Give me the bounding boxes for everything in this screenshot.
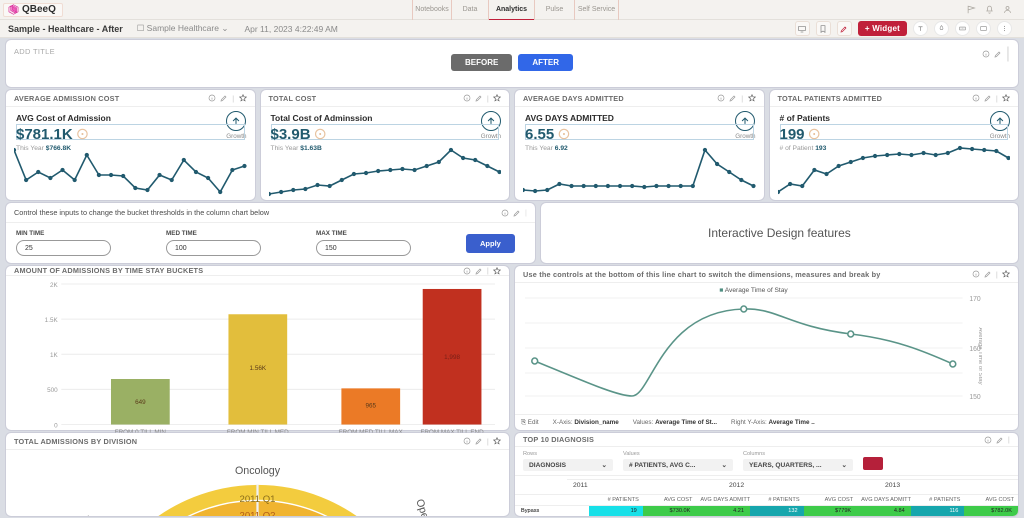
svg-text:2011 Q2: 2011 Q2 bbox=[240, 510, 276, 516]
svg-text:Average Time of Stay: Average Time of Stay bbox=[977, 327, 982, 384]
svg-text:1.5K: 1.5K bbox=[45, 317, 59, 324]
svg-text:Neurology: Neurology bbox=[70, 514, 97, 516]
svg-text:649: 649 bbox=[135, 399, 146, 406]
svg-text:150: 150 bbox=[969, 394, 980, 401]
svg-text:965: 965 bbox=[365, 403, 376, 410]
svg-text:Operating Rooms: Operating Rooms bbox=[413, 498, 450, 516]
svg-text:1,998: 1,998 bbox=[444, 354, 460, 361]
svg-text:2K: 2K bbox=[50, 282, 58, 289]
svg-text:1.56K: 1.56K bbox=[250, 365, 267, 372]
svg-text:2011 Q1: 2011 Q1 bbox=[240, 494, 276, 505]
svg-text:500: 500 bbox=[47, 387, 58, 394]
svg-text:170: 170 bbox=[969, 296, 980, 303]
svg-text:Oncology: Oncology bbox=[235, 465, 281, 477]
svg-text:0: 0 bbox=[54, 422, 58, 429]
svg-text:1K: 1K bbox=[50, 352, 58, 359]
